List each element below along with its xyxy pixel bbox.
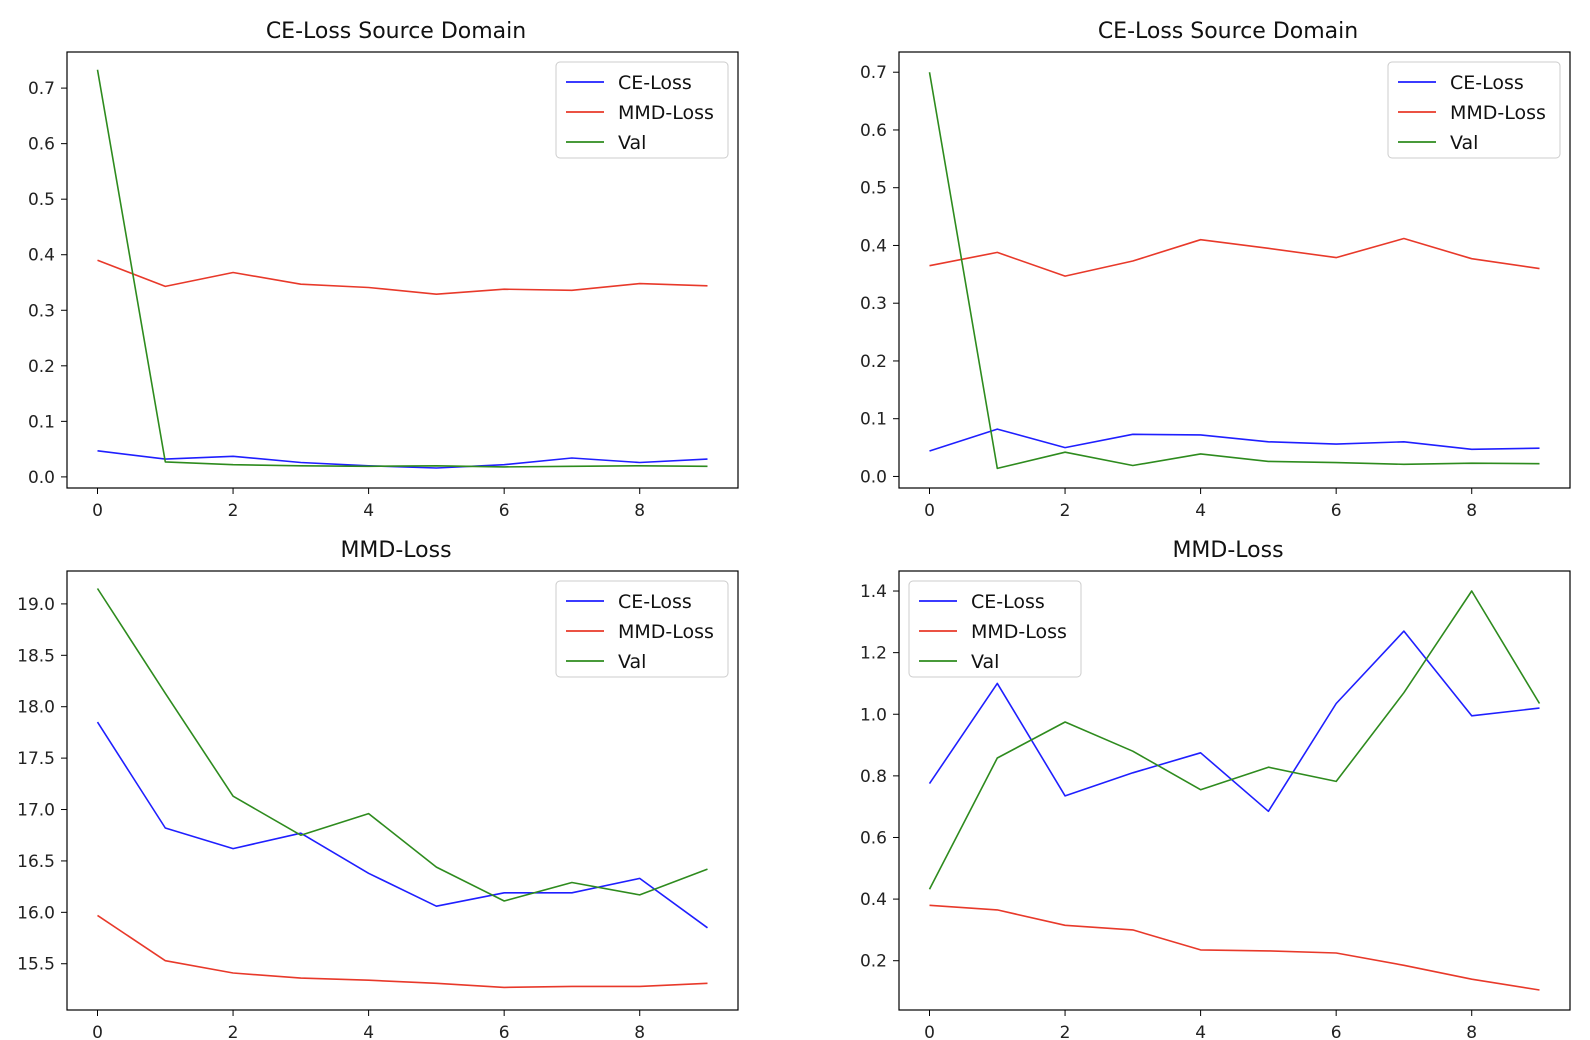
y-tick-label: 16.5 [17, 852, 55, 872]
y-tick-label: 0.6 [860, 828, 887, 848]
legend-label: CE-Loss [971, 591, 1045, 613]
plot-frame [66, 51, 739, 489]
x-tick-label: 2 [1060, 1023, 1071, 1040]
x-tick-label: 0 [92, 1023, 103, 1040]
y-tick-label: 0.4 [860, 890, 887, 910]
x-tick-label: 0 [924, 1023, 935, 1040]
series-line-mmd-loss [97, 914, 708, 989]
y-tick-label: 0.2 [28, 357, 55, 377]
y-tick-label: 0.3 [860, 294, 887, 314]
x-tick-label: 2 [228, 501, 239, 521]
series-line-val [96, 588, 708, 902]
legend-label: MMD-Loss [618, 102, 714, 124]
legend-box [555, 580, 729, 678]
y-tick-label: 0.2 [860, 352, 887, 372]
x-tick-label: 4 [363, 1023, 374, 1040]
y-tick-label: 0.5 [28, 190, 55, 210]
x-tick-label: 0 [92, 501, 103, 521]
x-tick-label: 2 [1060, 501, 1071, 521]
series-line-val [928, 590, 1541, 890]
y-tick-label: 0.6 [28, 135, 55, 155]
plot-frame [66, 570, 739, 1011]
y-tick-label: 0.5 [860, 179, 887, 199]
x-tick-label: 8 [1466, 501, 1477, 521]
legend: CE-Loss MMD-Loss Val [555, 61, 729, 159]
subplot-top-left: CE-Loss Source Domain 0 2 4 6 8 0.0 0.1 0.2 0.3 0… [28, 19, 739, 521]
subplot-top-right: CE-Loss Source Domain 0 2 4 6 8 0.0 0.1 0.2 0.3 0… [860, 19, 1571, 521]
y-tick-label: 0.4 [860, 236, 887, 256]
y-tick-label: 0.1 [860, 410, 887, 430]
x-tick-label: 4 [1195, 1023, 1206, 1040]
x-tick-label: 8 [634, 1023, 645, 1040]
x-tick-label: 8 [634, 501, 645, 521]
legend-label: Val [618, 651, 646, 673]
legend: CE-Loss MMD-Loss Val [555, 580, 729, 678]
x-tick-label: 6 [1331, 1023, 1342, 1040]
y-tick-label: 17.0 [17, 801, 55, 821]
x-tick-label: 6 [1331, 501, 1342, 521]
legend-label: MMD-Loss [971, 621, 1067, 643]
legend-box [555, 61, 729, 159]
x-tick-label: 4 [363, 501, 374, 521]
y-tick-label: 0.6 [860, 121, 887, 141]
series-line-ce-loss [96, 721, 708, 929]
series-line-ce-loss [97, 450, 708, 469]
y-tick-label: 0.0 [860, 467, 887, 487]
subplot-title: CE-Loss Source Domain [1098, 19, 1358, 44]
y-tick-label: 1.0 [860, 705, 887, 725]
y-tick-label: 1.2 [860, 644, 887, 664]
series-line-mmd-loss [97, 259, 708, 296]
legend-label: CE-Loss [1450, 72, 1524, 94]
legend: CE-Loss MMD-Loss Val [908, 580, 1082, 678]
legend-label: Val [971, 651, 999, 673]
x-tick-label: 8 [1466, 1023, 1477, 1040]
subplot-title: MMD-Loss [1172, 538, 1283, 563]
subplot-title: MMD-Loss [340, 538, 451, 563]
legend-label: MMD-Loss [618, 621, 714, 643]
legend-label: Val [1450, 132, 1478, 154]
y-tick-label: 16.0 [17, 903, 55, 923]
legend-box [1387, 61, 1561, 159]
series-line-val [96, 69, 708, 468]
series-line-val [928, 72, 1540, 470]
legend-label: Val [618, 132, 646, 154]
y-tick-label: 0.4 [28, 246, 55, 266]
subplot-bottom-left: MMD-Loss 0 2 4 6 8 15.5 16.0 16.5 17.0 17.5 18.0 18… [17, 538, 739, 1040]
y-tick-label: 18.5 [17, 646, 55, 666]
x-tick-label: 0 [924, 501, 935, 521]
y-tick-label: 15.5 [17, 955, 55, 975]
y-tick-label: 0.2 [860, 952, 887, 972]
y-tick-label: 19.0 [17, 595, 55, 615]
plot-frame [898, 570, 1571, 1011]
legend-box [908, 580, 1082, 678]
y-tick-label: 0.3 [28, 301, 55, 321]
legend: CE-Loss MMD-Loss Val [1387, 61, 1561, 159]
subplot-title: CE-Loss Source Domain [266, 19, 526, 44]
plot-frame [898, 51, 1571, 489]
series-line-mmd-loss [929, 904, 1540, 991]
series-line-ce-loss [929, 428, 1540, 452]
legend-label: MMD-Loss [1450, 102, 1546, 124]
x-tick-label: 2 [228, 1023, 239, 1040]
y-tick-label: 0.7 [860, 63, 887, 83]
y-tick-label: 0.1 [28, 412, 55, 432]
y-tick-label: 1.4 [860, 582, 887, 602]
subplot-bottom-right: MMD-Loss 0 2 4 6 8 0.2 0.4 0.6 0.8 1.0 1.2 1.4 CE-Lo… [860, 538, 1571, 1040]
legend-label: CE-Loss [618, 72, 692, 94]
legend-label: CE-Loss [618, 591, 692, 613]
y-tick-label: 0.0 [28, 468, 55, 488]
y-tick-label: 0.7 [28, 79, 55, 99]
y-tick-label: 17.5 [17, 749, 55, 769]
series-line-mmd-loss [929, 237, 1540, 277]
x-tick-label: 6 [499, 1023, 510, 1040]
x-tick-label: 4 [1195, 501, 1206, 521]
x-tick-label: 6 [499, 501, 510, 521]
y-tick-label: 18.0 [17, 698, 55, 718]
y-tick-label: 0.8 [860, 767, 887, 787]
